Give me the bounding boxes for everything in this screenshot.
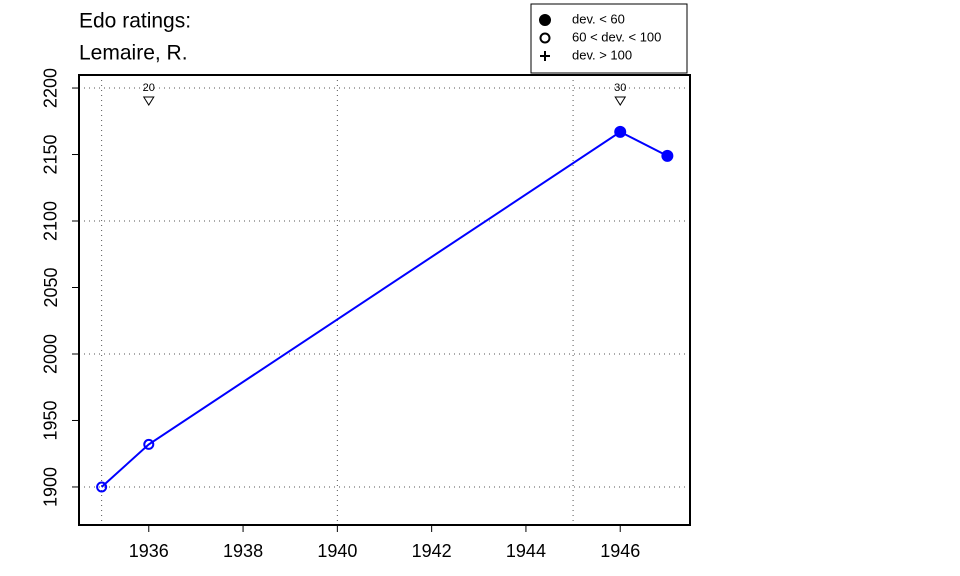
- y-tick-label: 2200: [41, 68, 61, 108]
- annotation-label: 20: [143, 82, 155, 94]
- chart-subtitle: Lemaire, R.: [79, 42, 188, 65]
- x-tick-label: 1940: [317, 541, 357, 561]
- x-tick-label: 1938: [223, 541, 263, 561]
- legend-label: 60 < dev. < 100: [572, 29, 661, 44]
- data-point: [614, 125, 627, 138]
- x-tick-label: 1942: [412, 541, 452, 561]
- y-tick-label: 2100: [41, 201, 61, 241]
- y-tick-label: 2050: [41, 267, 61, 307]
- y-tick-label: 2000: [41, 334, 61, 374]
- data-point: [96, 481, 108, 493]
- legend-marker: [540, 51, 550, 61]
- y-tick-label: 1900: [41, 467, 61, 507]
- annotation-marker: [614, 96, 627, 106]
- y-tick-label: 1950: [41, 400, 61, 440]
- annotation-marker: [142, 96, 155, 106]
- x-tick-label: 1936: [129, 541, 169, 561]
- data-line: [100, 130, 668, 488]
- legend-label: dev. > 100: [572, 47, 632, 62]
- data-point: [143, 438, 155, 450]
- x-tick-label: 1946: [600, 541, 640, 561]
- legend-marker: [539, 32, 551, 44]
- legend-label: dev. < 60: [572, 11, 625, 26]
- annotation-label: 30: [614, 82, 626, 94]
- chart-title: Edo ratings:: [79, 10, 191, 33]
- x-tick-label: 1944: [506, 541, 546, 561]
- data-point: [661, 149, 674, 162]
- legend-box: [530, 3, 688, 74]
- y-tick-label: 2150: [41, 134, 61, 174]
- plot-frame: [78, 74, 691, 526]
- legend-marker: [539, 14, 551, 26]
